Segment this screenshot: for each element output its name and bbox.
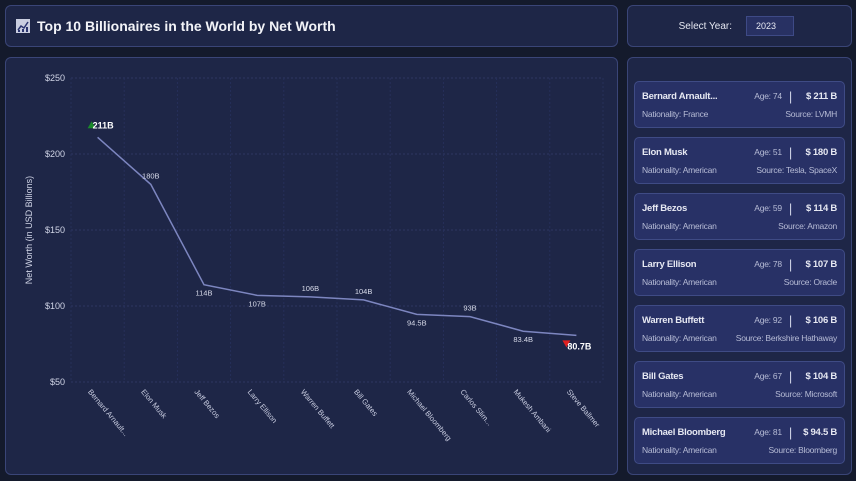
card-bottom-row: Nationality: American Source: Berkshire H… xyxy=(642,330,837,346)
card-age: Age: 51 xyxy=(754,147,782,157)
card-bottom-row: Nationality: American Source: Tesla, Spac… xyxy=(642,162,837,178)
data-label: 180B xyxy=(142,171,160,180)
card-age: Age: 78 xyxy=(754,259,782,269)
card-separator: | xyxy=(789,257,792,272)
year-label: Select Year: xyxy=(679,21,732,32)
card-age: Age: 92 xyxy=(754,315,782,325)
y-tick-label: $200 xyxy=(45,149,65,159)
card-source: Source: Tesla, SpaceX xyxy=(756,165,837,175)
card-separator: | xyxy=(789,425,792,440)
card-net-worth: $ 94.5 B xyxy=(799,427,837,438)
card-name: Warren Buffett xyxy=(642,315,748,326)
x-tick-label: Carlos Slim... xyxy=(458,388,494,428)
year-dropdown[interactable]: 2023 xyxy=(746,16,794,36)
data-label: 94.5B xyxy=(407,318,427,327)
card-top-row: Elon Musk Age: 51 | $ 180 B xyxy=(642,138,837,162)
card-net-worth: $ 107 B xyxy=(799,259,837,270)
x-tick-label: Bernard Arnault... xyxy=(86,388,130,439)
x-tick-label: Jeff Bezos xyxy=(192,388,221,421)
card-separator: | xyxy=(789,145,792,160)
chart-icon xyxy=(15,18,31,34)
billionaire-card[interactable]: Larry Ellison Age: 78 | $ 107 B Nationality:… xyxy=(634,249,845,296)
card-name: Elon Musk xyxy=(642,147,748,158)
card-nationality: Nationality: American xyxy=(642,333,717,343)
card-age: Age: 81 xyxy=(754,427,782,437)
billionaire-card[interactable]: Elon Musk Age: 51 | $ 180 B Nationality: Ame… xyxy=(634,137,845,184)
data-label: 107B xyxy=(248,299,266,308)
card-nationality: Nationality: American xyxy=(642,445,717,455)
card-separator: | xyxy=(789,201,792,216)
card-source: Source: Bloomberg xyxy=(768,445,837,455)
y-tick-label: $100 xyxy=(45,301,65,311)
header-panel: Top 10 Billionaires in the World by Net … xyxy=(5,5,618,47)
y-tick-label: $50 xyxy=(50,377,65,387)
x-tick-label: Michael Bloomberg xyxy=(405,388,453,443)
y-tick-label: $150 xyxy=(45,225,65,235)
data-label: 93B xyxy=(463,304,476,313)
card-nationality: Nationality: American xyxy=(642,165,717,175)
card-bottom-row: Nationality: American Source: Microsoft xyxy=(642,386,837,402)
card-source: Source: LVMH xyxy=(785,109,837,119)
card-nationality: Nationality: American xyxy=(642,277,717,287)
card-nationality: Nationality: American xyxy=(642,221,717,231)
x-tick-label: Steve Ballmer xyxy=(565,388,602,430)
card-bottom-row: Nationality: American Source: Amazon xyxy=(642,218,837,234)
card-separator: | xyxy=(789,369,792,384)
data-label: 114B xyxy=(196,289,213,298)
x-tick-label: Bill Gates xyxy=(352,388,380,419)
card-net-worth: $ 106 B xyxy=(799,315,837,326)
card-name: Jeff Bezos xyxy=(642,203,748,214)
card-top-row: Bill Gates Age: 67 | $ 104 B xyxy=(642,362,837,386)
card-net-worth: $ 180 B xyxy=(799,147,837,158)
card-nationality: Nationality: American xyxy=(642,389,717,399)
data-label: 106B xyxy=(302,284,320,293)
billionaire-card[interactable]: Michael Bloomberg Age: 81 | $ 94.5 B Nationa… xyxy=(634,417,845,464)
page-title: Top 10 Billionaires in the World by Net … xyxy=(37,18,336,34)
card-top-row: Bernard Arnault... Age: 74 | $ 211 B xyxy=(642,82,837,106)
billionaire-card[interactable]: Jeff Bezos Age: 59 | $ 114 B Nationality: Am… xyxy=(634,193,845,240)
card-name: Bernard Arnault... xyxy=(642,91,748,102)
chart-panel: $50 $100 $150 $200 $250 Net Worth (in USD Bil… xyxy=(5,57,618,475)
billionaire-card[interactable]: Warren Buffett Age: 92 | $ 106 B Nationality… xyxy=(634,305,845,352)
card-source: Source: Berkshire Hathaway xyxy=(736,333,837,343)
data-label: 80.7B xyxy=(567,341,592,351)
data-label: 104B xyxy=(355,287,373,296)
card-separator: | xyxy=(789,89,792,104)
card-age: Age: 74 xyxy=(754,91,782,101)
card-separator: | xyxy=(789,313,792,328)
card-age: Age: 59 xyxy=(754,203,782,213)
card-top-row: Jeff Bezos Age: 59 | $ 114 B xyxy=(642,194,837,218)
card-top-row: Larry Ellison Age: 78 | $ 107 B xyxy=(642,250,837,274)
card-name: Bill Gates xyxy=(642,371,748,382)
card-nationality: Nationality: France xyxy=(642,109,708,119)
card-name: Larry Ellison xyxy=(642,259,748,270)
x-tick-label: Elon Musk xyxy=(139,388,169,421)
line-chart: $50 $100 $150 $200 $250 Net Worth (in USD Bil… xyxy=(6,58,619,476)
year-value: 2023 xyxy=(756,21,776,31)
card-name: Michael Bloomberg xyxy=(642,427,748,438)
card-top-row: Warren Buffett Age: 92 | $ 106 B xyxy=(642,306,837,330)
card-top-row: Michael Bloomberg Age: 81 | $ 94.5 B xyxy=(642,418,837,442)
card-source: Source: Amazon xyxy=(778,221,837,231)
card-net-worth: $ 211 B xyxy=(799,91,837,102)
x-tick-label: Warren Buffett xyxy=(299,388,337,431)
billionaire-list[interactable]: Bernard Arnault... Age: 74 | $ 211 B Nationa… xyxy=(627,57,852,475)
card-age: Age: 67 xyxy=(754,371,782,381)
card-source: Source: Microsoft xyxy=(775,389,837,399)
card-bottom-row: Nationality: France Source: LVMH xyxy=(642,106,837,122)
y-axis-title: Net Worth (in USD Billions) xyxy=(24,176,34,284)
card-bottom-row: Nationality: American Source: Bloomberg xyxy=(642,442,837,458)
y-tick-label: $250 xyxy=(45,73,65,83)
card-bottom-row: Nationality: American Source: Oracle xyxy=(642,274,837,290)
x-tick-label: Mukesh Ambani xyxy=(512,388,553,435)
billionaire-card[interactable]: Bill Gates Age: 67 | $ 104 B Nationality: Am… xyxy=(634,361,845,408)
x-tick-label: Larry Ellison xyxy=(246,388,279,425)
year-selector-panel: Select Year: 2023 xyxy=(627,5,852,47)
card-source: Source: Oracle xyxy=(784,277,837,287)
data-label: 83.4B xyxy=(513,335,533,344)
billionaire-card[interactable]: Bernard Arnault... Age: 74 | $ 211 B Nationa… xyxy=(634,81,845,128)
data-label: 211B xyxy=(93,120,115,130)
card-net-worth: $ 104 B xyxy=(799,371,837,382)
card-net-worth: $ 114 B xyxy=(799,203,837,214)
